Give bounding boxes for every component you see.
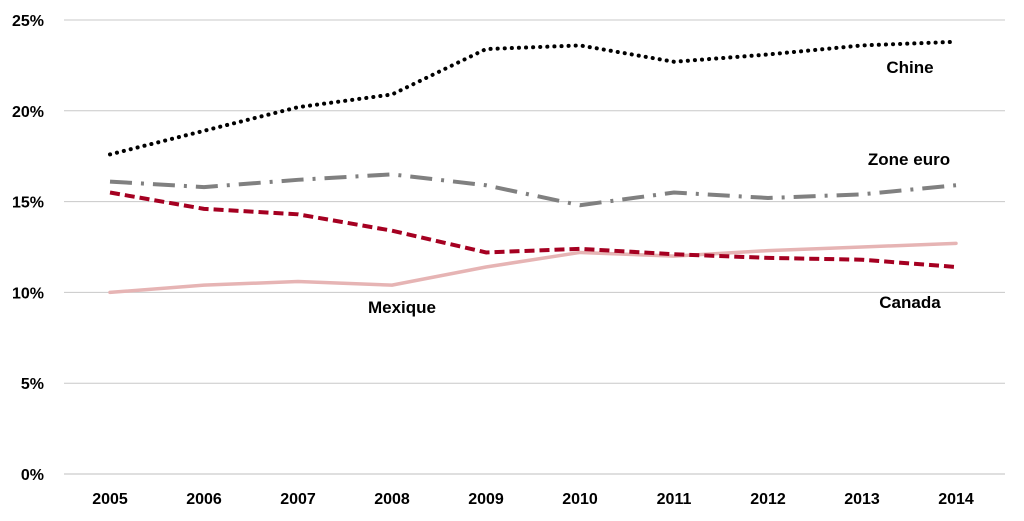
x-tick-label: 2011 — [657, 491, 692, 508]
series-label-mexique: Mexique — [368, 298, 436, 317]
x-tick-label: 2014 — [938, 491, 974, 508]
series-line-zone-euro — [109, 172, 957, 208]
x-tick-label: 2009 — [468, 491, 504, 508]
x-axis-tick-labels: 2005 2006 2007 2008 2009 2010 2011 2012 2013 2014 — [92, 491, 974, 508]
series-line-chine — [108, 39, 958, 157]
y-axis-tick-labels: 0% 5% 10% 15% 20% 25% — [12, 13, 44, 484]
x-tick-label: 2007 — [280, 491, 316, 508]
y-tick-label: 25% — [12, 13, 44, 30]
series-line-mexique — [108, 241, 958, 295]
y-tick-label: 5% — [21, 376, 44, 393]
y-tick-label: 0% — [21, 467, 44, 484]
y-tick-label: 15% — [12, 195, 44, 212]
series-label-canada: Canada — [879, 293, 941, 312]
x-tick-label: 2012 — [750, 491, 786, 508]
x-tick-label: 2005 — [92, 491, 128, 508]
y-tick-label: 20% — [12, 104, 44, 121]
series-line-canada — [109, 190, 957, 269]
x-tick-label: 2006 — [186, 491, 222, 508]
series-label-chine: Chine — [886, 58, 933, 77]
y-tick-label: 10% — [12, 285, 44, 302]
x-tick-label: 2013 — [844, 491, 880, 508]
series-lines — [108, 39, 958, 295]
gridlines — [64, 19, 1005, 475]
series-label-zone-euro: Zone euro — [868, 150, 950, 169]
x-tick-label: 2010 — [562, 491, 598, 508]
x-tick-label: 2008 — [374, 491, 410, 508]
